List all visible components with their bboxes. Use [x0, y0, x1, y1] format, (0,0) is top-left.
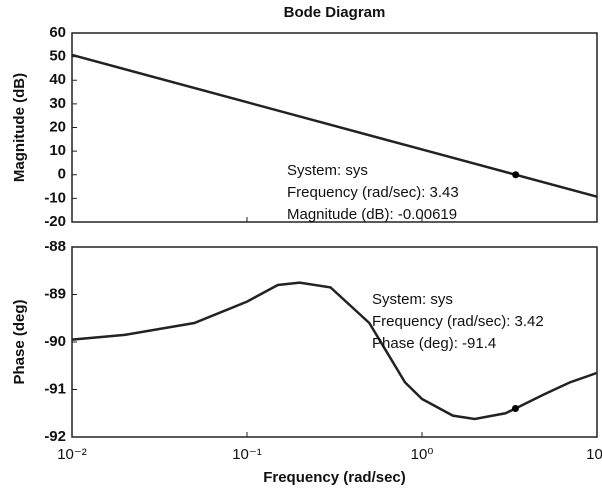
y-tick-label: 40: [49, 71, 66, 88]
x-tick-label: 10⁻¹: [232, 446, 262, 463]
datatip-marker: [511, 405, 519, 412]
y-tick-label: -20: [44, 213, 66, 230]
y-tick-label: -90: [44, 333, 66, 350]
y-axis-label: Magnitude (dB): [11, 73, 28, 182]
datatip-text: Frequency (rad/sec): 3.43: [287, 184, 459, 201]
y-tick-label: 60: [49, 24, 66, 41]
y-tick-label: -92: [44, 428, 66, 445]
x-tick-label: 10¹: [586, 446, 602, 463]
datatip-marker: [512, 171, 520, 179]
datatip-text: Magnitude (dB): -0.00619: [287, 206, 457, 223]
y-tick-label: 20: [49, 118, 66, 135]
y-axis-label: Phase (deg): [11, 299, 28, 384]
y-tick-label: 0: [58, 166, 66, 183]
x-tick-label: 10⁻²: [57, 446, 87, 463]
datatip-text: Frequency (rad/sec): 3.42: [372, 313, 544, 330]
y-tick-label: -89: [44, 285, 66, 302]
y-tick-label: 50: [49, 48, 66, 65]
curve: [71, 53, 598, 198]
y-tick-label: -91: [44, 380, 66, 397]
y-tick-label: 30: [49, 95, 66, 112]
x-tick-label: 10⁰: [411, 446, 434, 463]
datatip-text: System: sys: [287, 162, 368, 179]
y-tick-label: -88: [44, 238, 66, 255]
curve: [71, 281, 598, 421]
datatip-text: System: sys: [372, 291, 453, 308]
x-axis-label: Frequency (rad/sec): [263, 469, 406, 486]
y-tick-label: -10: [44, 189, 66, 206]
datatip-text: Phase (deg): -91.4: [372, 335, 496, 352]
chart-title: Bode Diagram: [284, 4, 386, 21]
y-tick-label: 10: [49, 142, 66, 159]
